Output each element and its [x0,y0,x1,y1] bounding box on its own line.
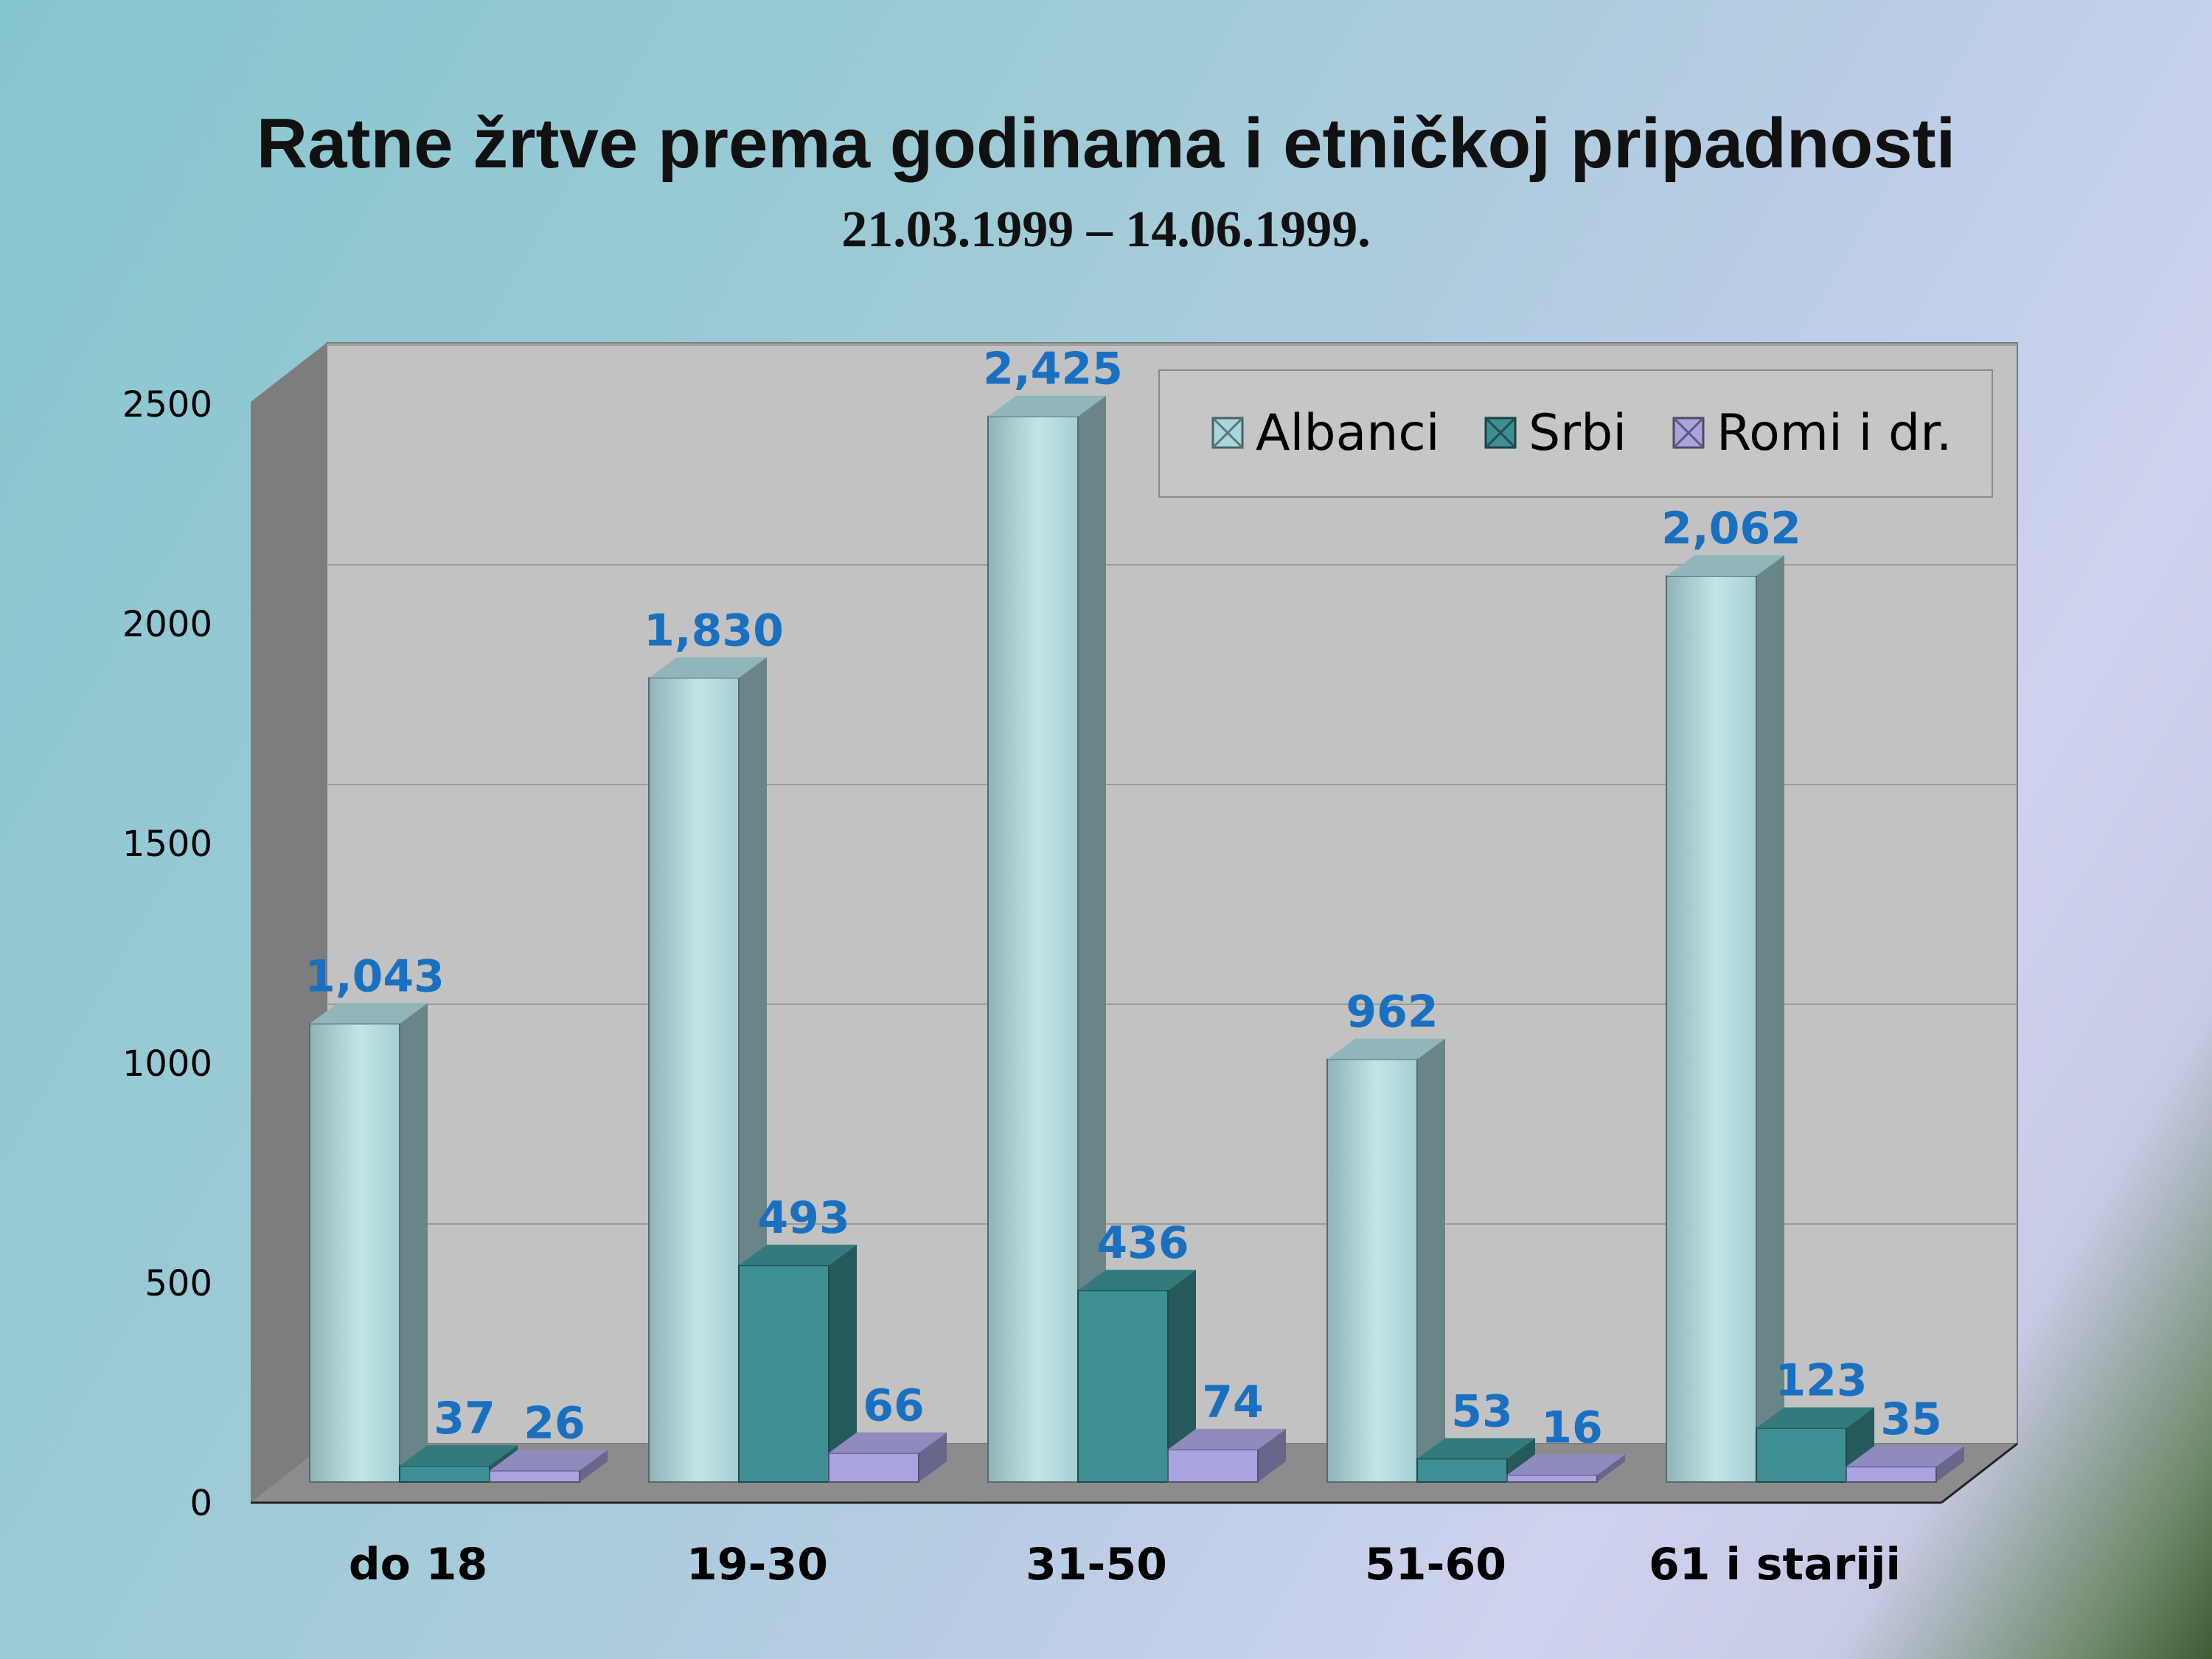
bar-side [1168,1270,1196,1482]
bar-top [400,1444,518,1466]
y-tick-label: 1000 [122,1043,212,1085]
bar-top [1417,1438,1535,1459]
legend-swatch-bevel [1211,417,1244,449]
bar-front [738,1265,830,1483]
data-label: 53 [1451,1385,1513,1437]
bar-front [1846,1466,1937,1484]
data-label: 74 [1202,1377,1264,1428]
bar-front [399,1464,490,1483]
legend: Albanci Srbi Romi i dr. [1158,369,1993,498]
data-label: 2,062 [1661,503,1801,554]
y-tick-label: 1500 [122,824,212,865]
bar-top [310,1003,428,1024]
bar-side [1756,555,1784,1482]
bar-front [309,1023,400,1483]
bar [1506,1454,1625,1483]
bar-front [1666,575,1757,1483]
x-tick-label: 31-50 [1026,1539,1167,1590]
bar [1167,1428,1286,1483]
y-tick-label: 500 [145,1263,212,1304]
legend-label: Srbi [1528,404,1627,462]
data-label: 1,830 [644,605,784,656]
bar-top [1756,1407,1874,1428]
legend-box [1158,369,1993,498]
bar-top [1168,1428,1286,1450]
data-label: 123 [1775,1355,1867,1407]
x-tick-label: 61 i stariji [1649,1539,1901,1590]
bar-front [1416,1458,1508,1483]
data-label: 436 [1096,1217,1189,1269]
y-tick-label: 0 [189,1483,212,1524]
bars: 1,043 37 26 1,830 493 66 2,425 436 74 962 53 16 2,06… [305,344,1964,1484]
y-axis-ticks: 0 500 1000 1500 2000 2500 [122,384,212,1524]
data-label: 66 [863,1380,925,1432]
chart-title: Ratne žrtve prema godinama i etničkoj pr… [256,104,1956,183]
bar-side [580,1450,608,1482]
data-label: 37 [434,1393,495,1444]
bar-side [829,1245,857,1482]
bar-side [400,1003,428,1482]
bar-side [919,1432,947,1482]
bar [1666,555,1784,1483]
bar-side [1417,1038,1445,1482]
bar-top [490,1450,608,1471]
bar [1846,1446,1964,1484]
bar-front [1506,1474,1598,1483]
bar-front [987,415,1079,1484]
data-label: 26 [524,1398,585,1450]
bar-top [1666,555,1784,577]
bar-side [1597,1454,1625,1482]
bar [1326,1038,1445,1483]
x-tick-label: 19-30 [686,1539,828,1590]
y-tick-label: 2500 [122,384,212,425]
data-label: 2,425 [983,344,1123,395]
bar [1077,1270,1196,1484]
bar-top [829,1432,947,1453]
bar-front [828,1452,919,1483]
data-label: 16 [1541,1402,1603,1453]
bar-side [1936,1446,1964,1482]
legend-label: Romi i dr. [1717,404,1952,462]
bar-top [649,657,767,678]
bar-top [739,1245,857,1266]
side-wall [251,343,327,1503]
bar-top [1327,1038,1445,1060]
x-tick-label: 51-60 [1365,1539,1506,1590]
chart-subtitle: 21.03.1999 – 14.06.1999. [841,201,1371,258]
data-label: 35 [1880,1394,1942,1445]
bar-front [1326,1058,1418,1483]
data-label: 1,043 [305,950,445,1002]
bar [738,1245,857,1483]
bar-top [1078,1270,1196,1291]
x-tick-label: do 18 [349,1539,488,1590]
bar-top [1507,1454,1625,1475]
bar-side [1258,1428,1286,1482]
bar [987,395,1106,1484]
bar-side [1078,395,1106,1483]
bar [309,1003,428,1483]
x-axis-ticks: do 18 19-30 31-50 51-60 61 i stariji [349,1539,1901,1590]
bar-front [489,1470,580,1484]
bar [828,1432,947,1483]
floor-edge-right [1941,1442,2018,1504]
legend-swatch-bevel [1672,417,1705,449]
bar-top [988,395,1106,417]
bar-front [1756,1427,1847,1484]
bar-front [1167,1448,1259,1483]
data-label: 962 [1346,987,1438,1038]
legend-label: Albanci [1256,404,1440,462]
legend-swatch-bevel [1484,417,1517,449]
bar-front [648,677,740,1484]
bar-front [1077,1290,1169,1484]
bar [489,1450,608,1484]
bar-top [1846,1446,1964,1467]
y-tick-label: 2000 [122,604,212,645]
data-label: 493 [757,1192,849,1244]
